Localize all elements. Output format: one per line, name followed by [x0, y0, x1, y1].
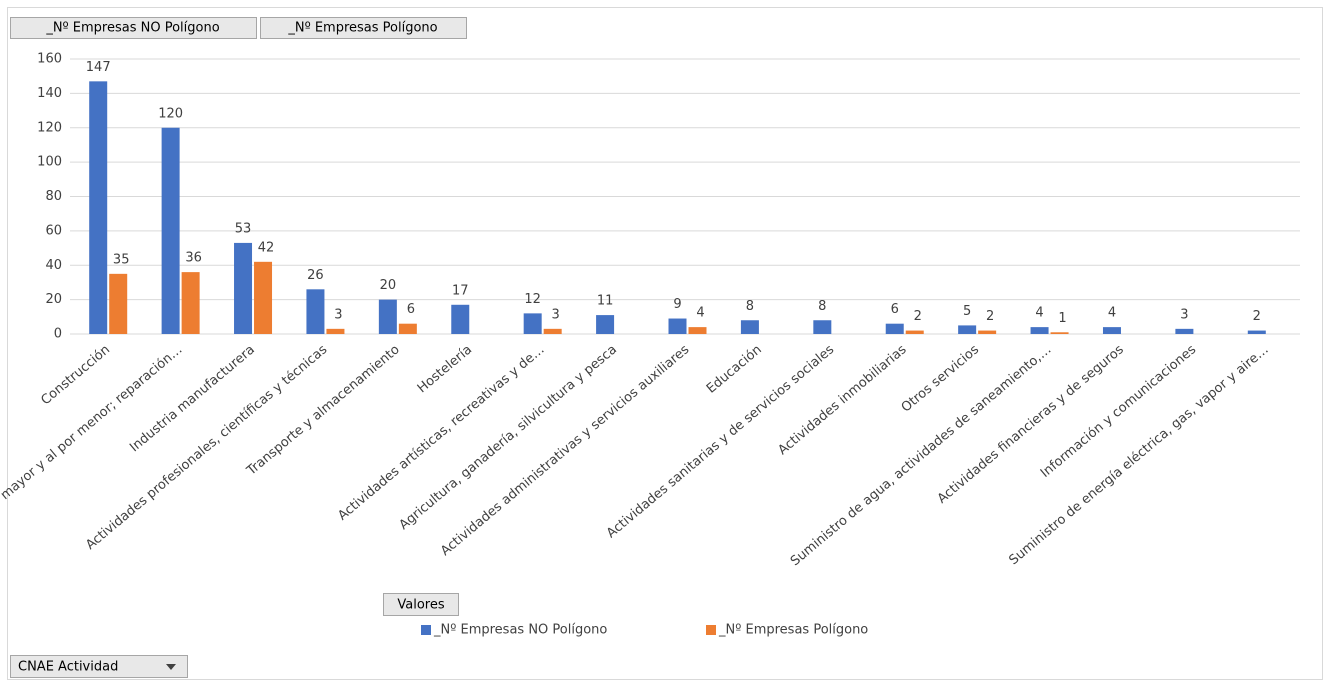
series-field-button[interactable]: _Nº Empresas Polígono	[260, 17, 467, 39]
bar	[234, 242, 253, 334]
bar	[451, 304, 470, 334]
data-label: 6	[407, 302, 415, 317]
bar	[89, 81, 108, 334]
value-field-button[interactable]: Valores	[383, 593, 459, 616]
bar	[523, 313, 542, 334]
data-label: 147	[86, 60, 111, 75]
data-label: 17	[452, 283, 469, 298]
bar	[740, 320, 759, 334]
data-label: 4	[1035, 306, 1043, 321]
chart-frame	[7, 7, 1323, 680]
bar	[109, 273, 128, 334]
data-label: 2	[914, 309, 922, 324]
button-label[interactable]: _Nº Empresas NO Polígono	[45, 21, 219, 36]
bar	[326, 328, 345, 334]
bar	[181, 272, 200, 334]
bar	[668, 318, 687, 334]
data-label: 12	[524, 292, 541, 307]
bar	[1175, 328, 1194, 334]
button-bg[interactable]	[260, 17, 467, 39]
data-label: 53	[235, 221, 252, 236]
data-label: 8	[818, 299, 826, 314]
y-tick-label: 80	[45, 189, 62, 204]
bar	[1050, 332, 1069, 334]
y-tick-label: 160	[37, 52, 62, 67]
legend-swatch	[706, 625, 716, 635]
bar	[1247, 330, 1266, 334]
legend-swatch	[421, 625, 431, 635]
button-bg[interactable]	[10, 17, 257, 39]
data-label: 1	[1058, 311, 1066, 326]
bar	[161, 127, 180, 334]
bar	[398, 323, 417, 334]
y-tick-label: 100	[37, 155, 62, 170]
data-label: 2	[1253, 309, 1261, 324]
bar	[885, 323, 904, 334]
data-label: 3	[552, 307, 560, 322]
bar	[596, 315, 615, 334]
button-label[interactable]: Valores	[397, 598, 444, 613]
bar	[254, 261, 273, 334]
data-label: 5	[963, 304, 971, 319]
y-tick-label: 0	[54, 327, 62, 342]
axis-field-button[interactable]: CNAE Actividad	[10, 655, 188, 678]
button-label[interactable]: _Nº Empresas Polígono	[287, 21, 437, 36]
data-label: 3	[1180, 307, 1188, 322]
y-tick-label: 20	[45, 292, 62, 307]
data-label: 6	[891, 302, 899, 317]
bar	[688, 327, 707, 334]
button-bg[interactable]	[10, 655, 188, 678]
button-bg[interactable]	[383, 593, 459, 616]
bar	[543, 328, 562, 334]
bar	[306, 289, 325, 334]
dropdown-arrow[interactable]	[166, 664, 176, 670]
data-label: 3	[334, 307, 342, 322]
bar	[813, 320, 832, 334]
data-label: 2	[986, 309, 994, 324]
data-label: 120	[158, 106, 183, 121]
bar	[978, 330, 997, 334]
legend-label: _Nº Empresas Polígono	[718, 623, 868, 638]
data-label: 11	[597, 294, 614, 309]
button-label[interactable]: CNAE Actividad	[18, 660, 118, 675]
data-label: 4	[696, 306, 704, 321]
y-tick-label: 120	[37, 120, 62, 135]
data-label: 42	[258, 240, 275, 255]
bar	[1030, 327, 1049, 334]
y-tick-label: 140	[37, 86, 62, 101]
data-label: 8	[746, 299, 754, 314]
data-label: 36	[185, 251, 202, 266]
y-tick-label: 60	[45, 223, 62, 238]
bar	[905, 330, 924, 334]
legend-label: _Nº Empresas NO Polígono	[433, 623, 607, 638]
series-field-button[interactable]: _Nº Empresas NO Polígono	[10, 17, 257, 39]
bar	[958, 325, 977, 334]
data-label: 26	[307, 268, 324, 283]
data-label: 4	[1108, 306, 1116, 321]
y-tick-label: 40	[45, 258, 62, 273]
bar	[378, 299, 397, 334]
data-label: 20	[380, 278, 397, 293]
bar	[1102, 327, 1121, 334]
data-label: 9	[673, 297, 681, 312]
data-label: 35	[113, 252, 130, 267]
